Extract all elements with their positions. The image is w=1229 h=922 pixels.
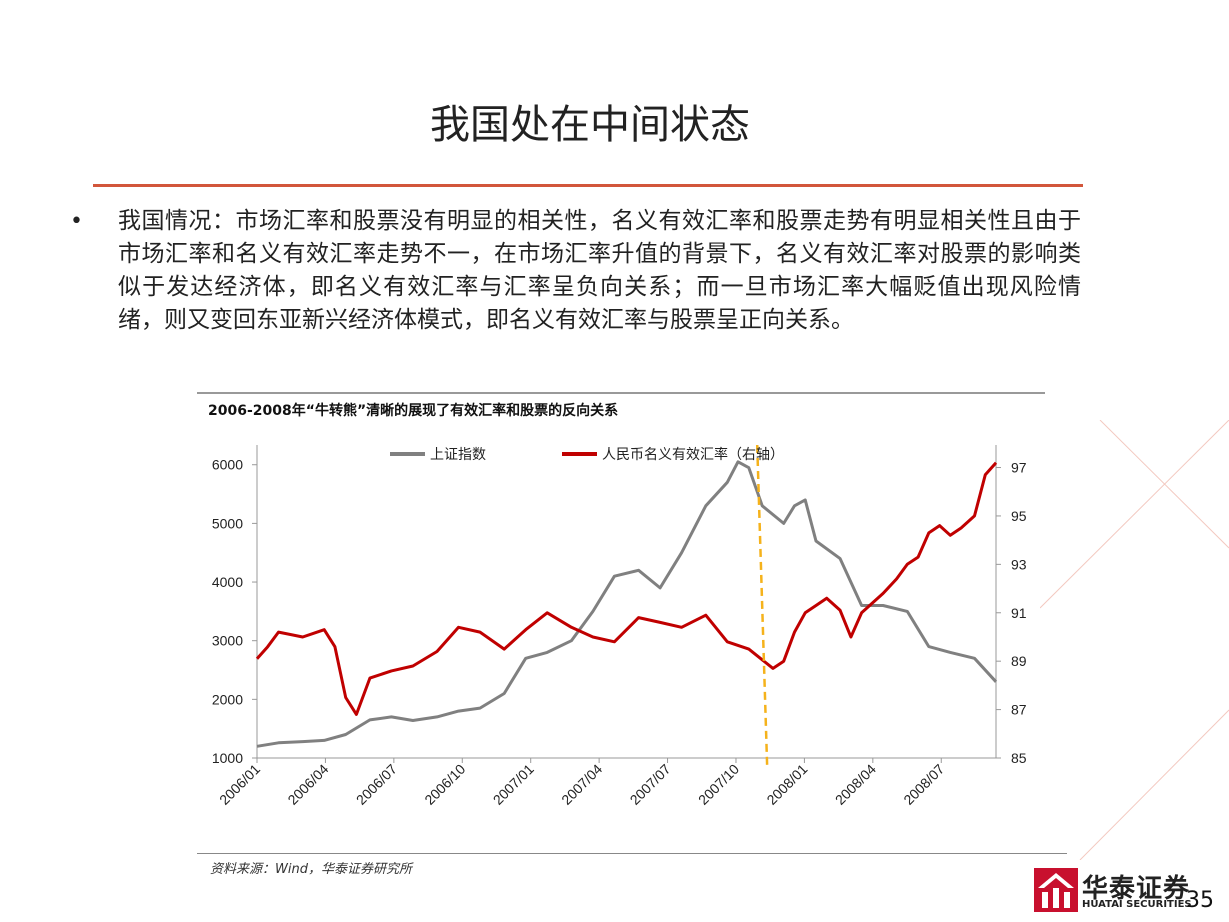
logo-icon <box>1034 868 1078 912</box>
bullet-text: 我国情况：市场汇率和股票没有明显的相关性，名义有效汇率和股票走势有明显相关性且由… <box>118 208 1081 333</box>
y-left-tick-label: 1000 <box>212 750 243 766</box>
chart: 1000 2000 3000 4000 5000 6000 85 87 89 91 93 95 97 20… <box>212 444 1027 808</box>
x-tick-label: 2008/07 <box>900 761 947 808</box>
y-left-tick-label: 6000 <box>212 457 243 473</box>
neer-line <box>255 461 998 716</box>
company-logo: 华泰证券 HUATAI SECURITIES <box>1034 866 1194 914</box>
y-right-tick-label: 89 <box>1011 653 1027 669</box>
decorative-lines <box>1040 420 1229 860</box>
y-right-tick-label: 87 <box>1011 702 1027 718</box>
x-tick-label: 2006/07 <box>353 761 400 808</box>
x-tick-label: 2007/04 <box>558 761 605 808</box>
page-number: 35 <box>1186 888 1214 913</box>
logo-name-en: HUATAI SECURITIES <box>1082 899 1192 910</box>
source-note: 资料来源：Wind，华泰证券研究所 <box>210 862 412 877</box>
x-tick-label: 2008/01 <box>763 761 810 808</box>
x-tick-label: 2006/01 <box>216 761 263 808</box>
logo-name-cn: 华泰证券 <box>1082 874 1191 904</box>
bullet-item: • 我国情况：市场汇率和股票没有明显的相关性，名义有效汇率和股票走势有明显相关性… <box>66 205 1081 337</box>
y-right-tick-label: 93 <box>1011 556 1027 572</box>
y-right-tick-label: 85 <box>1011 750 1027 766</box>
chart-title: 2006-2008年“牛转熊”清晰的展现了有效汇率和股票的反向关系 <box>208 403 619 419</box>
sse-index-line <box>256 460 998 748</box>
y-left-tick-label: 2000 <box>212 691 243 707</box>
x-tick-label: 2007/01 <box>490 761 537 808</box>
legend-label-sse: 上证指数 <box>430 446 486 462</box>
legend-label-neer: 人民币名义有效汇率（右轴） <box>602 446 784 462</box>
chart-bottom-rule <box>197 853 1067 854</box>
chart-top-rule <box>197 392 1045 394</box>
x-tick-label: 2007/10 <box>695 761 742 808</box>
x-tick-label: 2006/10 <box>421 761 468 808</box>
y-right-tick-label: 95 <box>1011 508 1027 524</box>
peak-marker-dashed-line <box>755 444 769 769</box>
x-tick-label: 2006/04 <box>284 761 331 808</box>
y-right-tick-label: 91 <box>1011 605 1027 621</box>
y-left-tick-label: 3000 <box>212 633 243 649</box>
y-left-tick-label: 5000 <box>212 515 243 531</box>
x-tick-label: 2008/04 <box>832 761 879 808</box>
bullet-icon: • <box>70 209 83 234</box>
title-rule <box>93 184 1083 187</box>
y-right-tick-label: 97 <box>1011 460 1027 476</box>
x-tick-label: 2007/07 <box>627 761 674 808</box>
slide-title: 我国处在中间状态 <box>430 102 750 148</box>
y-left-tick-label: 4000 <box>212 574 243 590</box>
